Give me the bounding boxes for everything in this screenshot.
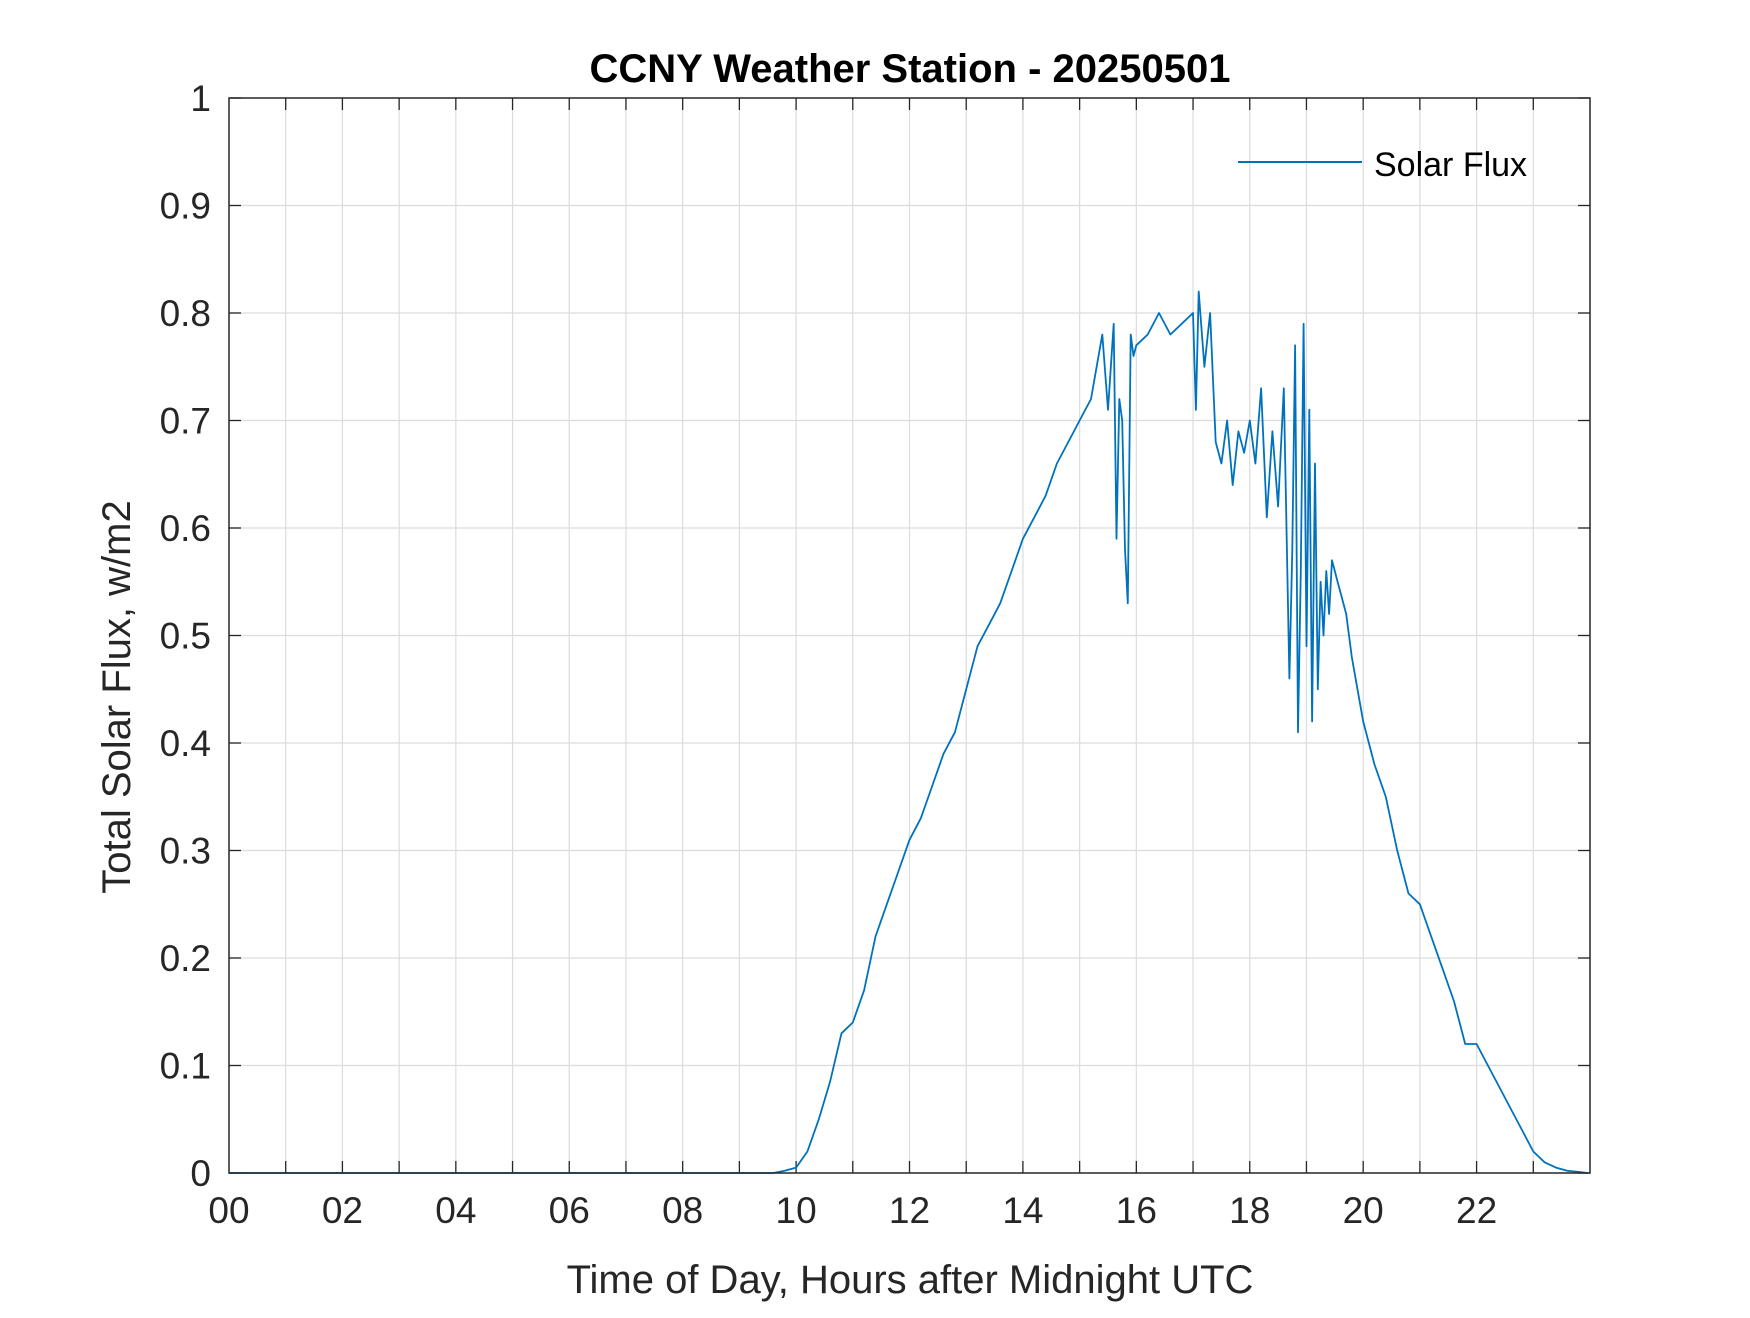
axis-ticks [229,97,1590,1174]
x-tick-label: 22 [1456,1190,1497,1231]
y-tick-label: 0.6 [160,508,211,549]
x-tick-label: 06 [549,1190,590,1231]
x-tick-label: 10 [776,1190,817,1231]
x-tick-label: 16 [1116,1190,1157,1231]
y-tick-label: 0.3 [160,831,211,872]
legend: Solar Flux [1238,146,1527,184]
y-tick-label: 0.7 [160,401,211,442]
x-tick-label: 04 [435,1190,476,1231]
y-axis-label: Total Solar Flux, w/m2 [95,500,139,893]
y-tick-label: 0.4 [160,723,211,764]
y-tick-label: 0.1 [160,1046,211,1087]
plot-border [228,97,1591,1174]
x-tick-label: 08 [662,1190,703,1231]
x-tick-label: 12 [889,1190,930,1231]
y-tick-label: 1 [190,78,211,119]
y-tick-label: 0.9 [160,186,211,227]
x-tick-label: 18 [1229,1190,1270,1231]
x-tick-label: 14 [1002,1190,1043,1231]
y-tick-label: 0.8 [160,293,211,334]
y-tick-labels: 0 0.1 0.2 0.3 0.4 0.5 0.6 0.7 0.8 0.9 1 [160,78,211,1194]
y-tick-label: 0.5 [160,616,211,657]
x-tick-label: 20 [1343,1190,1384,1231]
y-tick-label: 0 [190,1153,211,1194]
legend-label-solar-flux: Solar Flux [1374,146,1527,184]
y-tick-label: 0.2 [160,938,211,979]
chart-title: CCNY Weather Station - 20250501 [590,47,1231,91]
x-tick-labels: 00 02 04 06 08 10 12 14 16 18 20 22 [208,1190,1497,1231]
x-tick-label: 02 [322,1190,363,1231]
x-tick-label: 00 [208,1190,249,1231]
series-layer [229,290,1588,1174]
series-line-solar-flux [229,290,1588,1174]
x-axis-label: Time of Day, Hours after Midnight UTC [567,1258,1254,1302]
